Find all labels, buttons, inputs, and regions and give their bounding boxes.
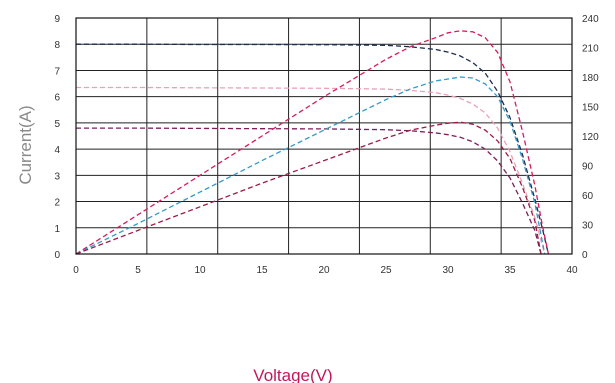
x-tick-label: 20 — [318, 265, 330, 276]
y-tick-label: 7 — [54, 66, 60, 77]
y2-tick-label: 60 — [582, 191, 594, 202]
y2-tick-label: 0 — [582, 250, 588, 261]
x-tick-label: 15 — [256, 265, 268, 276]
y-tick-label: 8 — [54, 40, 60, 51]
y2-tick-label: 180 — [582, 73, 599, 84]
y2-tick-label: 210 — [582, 44, 599, 55]
series-line-power-3 — [75, 30, 550, 255]
y-tick-label: 5 — [54, 119, 60, 130]
x-axis-title: Voltage(V) — [253, 366, 332, 383]
series-line-power-4 — [75, 76, 546, 255]
series-layer — [75, 30, 550, 255]
series-line-current-0 — [76, 43, 550, 255]
y2-tick-label: 30 — [582, 221, 594, 232]
x-tick-label: 35 — [504, 265, 516, 276]
x-tick-label: 30 — [442, 265, 454, 276]
y2-tick-label: 150 — [582, 103, 599, 114]
y2-tick-label: 240 — [582, 14, 599, 25]
y-tick-label: 2 — [54, 198, 60, 209]
y-axis-title: Current(A) — [16, 105, 35, 184]
y-tick-label: 1 — [54, 224, 60, 235]
x-tick-label: 25 — [380, 265, 392, 276]
series-line-power-5 — [75, 121, 542, 255]
y-tick-label: 9 — [54, 14, 60, 25]
y-tick-label: 6 — [54, 93, 60, 104]
x-tick-label: 0 — [73, 265, 79, 276]
plot-frame — [75, 17, 573, 255]
x-tick-label: 5 — [135, 265, 141, 276]
y2-tick-label: 90 — [582, 162, 594, 173]
series-line-current-1 — [76, 86, 546, 255]
axes — [75, 17, 573, 255]
y-tick-label: 4 — [54, 145, 60, 156]
y2-tick-label: 120 — [582, 132, 599, 143]
series-line-current-2 — [76, 127, 542, 255]
y-tick-label: 3 — [54, 171, 60, 182]
y-tick-label: 0 — [54, 250, 60, 261]
x-tick-label: 40 — [566, 265, 578, 276]
x-tick-label: 10 — [194, 265, 206, 276]
